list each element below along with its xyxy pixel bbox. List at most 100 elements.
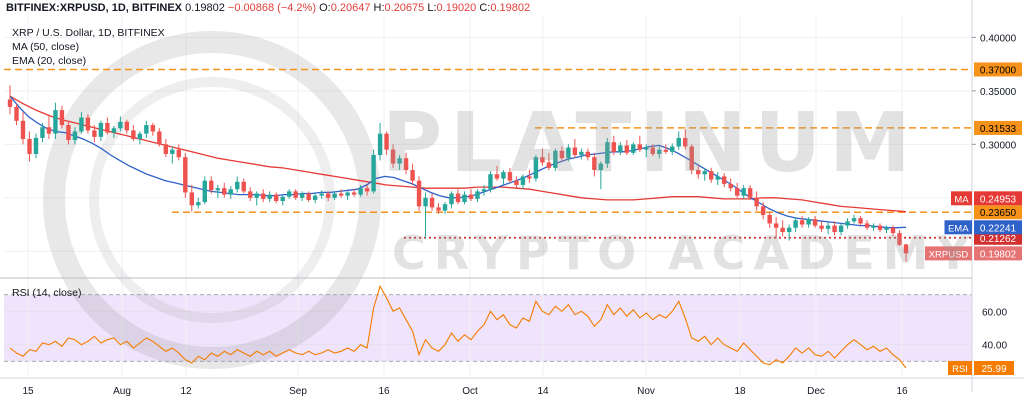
candle-body — [670, 146, 675, 152]
candle-body — [209, 180, 214, 191]
candle-body — [494, 174, 500, 179]
candle-body — [637, 144, 643, 150]
candle-body — [299, 193, 305, 198]
candle-body — [254, 193, 259, 198]
candle-body — [423, 197, 428, 207]
candle-body — [760, 206, 766, 215]
candle-body — [364, 188, 370, 192]
candle-body — [553, 150, 558, 168]
candle-body — [131, 130, 136, 139]
candle-body — [683, 137, 688, 147]
candle-body — [754, 197, 759, 207]
candle-body — [468, 194, 474, 199]
candle-body — [780, 227, 785, 233]
x-tick-label: Aug — [113, 386, 131, 397]
x-tick-label: 18 — [734, 386, 746, 397]
candle-body — [59, 110, 65, 126]
candle-body — [624, 145, 630, 153]
candle-body — [631, 144, 636, 153]
candle-body — [397, 158, 402, 164]
candle-body — [858, 218, 863, 224]
candle-body — [605, 142, 610, 164]
candle-body — [650, 147, 655, 154]
candle-body — [559, 150, 565, 159]
watermark-line1: PLATINUM — [382, 96, 919, 191]
series-name-label: MA — [954, 194, 969, 205]
candle-body — [592, 157, 597, 170]
candle-body — [293, 191, 298, 198]
candle-body — [92, 130, 97, 137]
grid — [4, 16, 972, 378]
ema-legend: EMA (20, close) — [12, 55, 87, 67]
candle-body — [579, 151, 584, 156]
candle-body — [767, 214, 772, 224]
level-tag — [974, 62, 1022, 77]
level-tag — [974, 205, 1022, 220]
candle-body — [345, 192, 350, 196]
ma-legend: MA (50, close) — [12, 41, 80, 53]
chart-header: BITFINEX:XRPUSD, 1D, BITFINEX 0.19802 −0… — [6, 2, 530, 14]
candle-body — [248, 191, 253, 198]
candle-body — [241, 181, 246, 192]
candle-body — [897, 233, 902, 245]
level-tag-label: 0.21262 — [980, 234, 1017, 245]
open-label: O: — [319, 2, 331, 14]
candle-body — [702, 171, 707, 175]
x-tick-label: 16 — [896, 386, 908, 397]
series-value-label: 0.24953 — [980, 194, 1017, 205]
candle-body — [319, 193, 324, 196]
candle-body — [436, 207, 441, 211]
candle-body — [747, 188, 753, 198]
candle-body — [150, 125, 156, 132]
candle-body — [170, 149, 175, 154]
level-tag-label: 0.37000 — [980, 65, 1017, 76]
candle-body — [189, 192, 195, 206]
candle-body — [27, 138, 32, 154]
candle-body — [832, 225, 837, 233]
candle-body — [79, 117, 84, 132]
candle-body — [806, 219, 811, 225]
candle-body — [689, 146, 694, 170]
series-name-label: XRPUSD — [929, 249, 969, 260]
candle-body — [527, 176, 532, 179]
x-tick-label: 14 — [537, 386, 549, 397]
candle-body — [390, 149, 396, 164]
candle-body — [676, 137, 681, 147]
candle-body — [85, 117, 91, 131]
rsi-series — [9, 284, 907, 369]
series-name-tag — [951, 191, 972, 206]
candle-body — [33, 137, 39, 154]
x-tick-label: 12 — [180, 386, 192, 397]
candle-body — [819, 225, 824, 229]
price-change: −0.00868 (−4.2%) — [227, 2, 316, 14]
candles — [7, 85, 909, 262]
candle-body — [728, 183, 733, 189]
candle-body — [572, 147, 578, 156]
series-value-label: 0.22241 — [980, 223, 1017, 234]
candle-body — [741, 188, 746, 196]
candle-body — [306, 193, 311, 200]
y-tick-label: 0.35000 — [980, 87, 1017, 98]
series-name-tag — [944, 220, 972, 235]
candle-body — [533, 157, 539, 179]
candle-body — [786, 227, 792, 233]
candle-body — [488, 174, 493, 190]
rsi-legend: RSI (14, close) — [12, 287, 82, 299]
x-tick-label: Dec — [807, 386, 825, 397]
candle-body — [338, 193, 344, 196]
candle-body — [124, 121, 130, 131]
candle-body — [598, 163, 604, 170]
x-tick-label: Sep — [289, 386, 307, 397]
candle-body — [611, 142, 617, 152]
candle-body — [137, 133, 143, 139]
candle-body — [144, 125, 149, 134]
candle-body — [618, 145, 623, 152]
series-value-tag — [974, 246, 1022, 261]
series-value-label: 0.19802 — [980, 249, 1017, 260]
candle-body — [40, 127, 45, 138]
level-tag-label: 0.31533 — [980, 124, 1017, 135]
candle-body — [709, 171, 714, 180]
candle-body — [540, 157, 545, 163]
candle-body — [280, 196, 285, 202]
rsi-name-tag — [948, 361, 972, 376]
